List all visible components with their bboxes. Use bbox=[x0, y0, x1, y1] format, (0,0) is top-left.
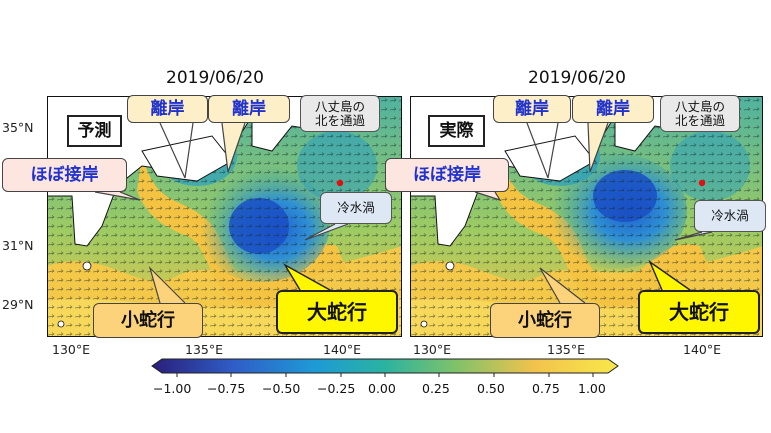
colorbar-tick-1: −1.00 bbox=[153, 381, 192, 396]
colorbar-tick-9: 1.00 bbox=[578, 381, 606, 396]
colorbar-tick-6: 0.25 bbox=[422, 381, 450, 396]
colorbar bbox=[151, 358, 619, 377]
colorbar-tick-4: −0.25 bbox=[317, 381, 356, 396]
colorbar-tick-3: −0.50 bbox=[262, 381, 301, 396]
right-tag-jissai: 実際 bbox=[428, 115, 485, 147]
left-tag-yosoku: 予測 bbox=[67, 115, 122, 147]
lat-tick-29: 29°N bbox=[2, 297, 34, 312]
colorbar-tick-2: −0.75 bbox=[207, 381, 246, 396]
colorbar-tick-7: 0.50 bbox=[477, 381, 505, 396]
left-callout-reisui: 冷水渦 bbox=[320, 192, 392, 224]
left-callout-hobo-setsugan: ほぼ接岸 bbox=[2, 158, 127, 192]
colorbar-tick-8: 0.75 bbox=[532, 381, 560, 396]
left-callout-rigan-2: 離岸 bbox=[208, 95, 290, 123]
left-callout-rigan-1: 離岸 bbox=[127, 95, 208, 123]
left-lon-tick-140: 140°E bbox=[323, 342, 362, 357]
right-callout-hobo-setsugan: ほぼ接岸 bbox=[385, 158, 509, 192]
left-callout-small-meander: 小蛇行 bbox=[93, 303, 203, 338]
left-lon-tick-135: 135°E bbox=[185, 342, 224, 357]
left-lon-tick-130: 130°E bbox=[52, 342, 91, 357]
right-lon-tick-135: 135°E bbox=[547, 342, 586, 357]
right-callout-large-meander: 大蛇行 bbox=[638, 290, 760, 334]
colorbar-tick-5: 0.00 bbox=[368, 381, 396, 396]
right-callout-rigan-1: 離岸 bbox=[493, 95, 571, 123]
left-callout-hachijo: 八丈島の 北を通過 bbox=[300, 95, 380, 132]
lat-tick-31: 31°N bbox=[2, 238, 34, 253]
left-callout-large-meander: 大蛇行 bbox=[276, 290, 398, 334]
right-callout-reisui: 冷水渦 bbox=[694, 200, 766, 232]
right-callout-hachijo: 八丈島の 北を通過 bbox=[660, 95, 740, 132]
right-callout-small-meander: 小蛇行 bbox=[490, 303, 600, 338]
right-callout-rigan-2: 離岸 bbox=[572, 95, 654, 123]
lat-tick-35: 35°N bbox=[2, 120, 34, 135]
left-panel-date: 2019/06/20 bbox=[166, 68, 264, 88]
right-lon-tick-130: 130°E bbox=[413, 342, 452, 357]
right-lon-tick-140: 140°E bbox=[683, 342, 722, 357]
right-panel-date: 2019/06/20 bbox=[528, 68, 626, 88]
